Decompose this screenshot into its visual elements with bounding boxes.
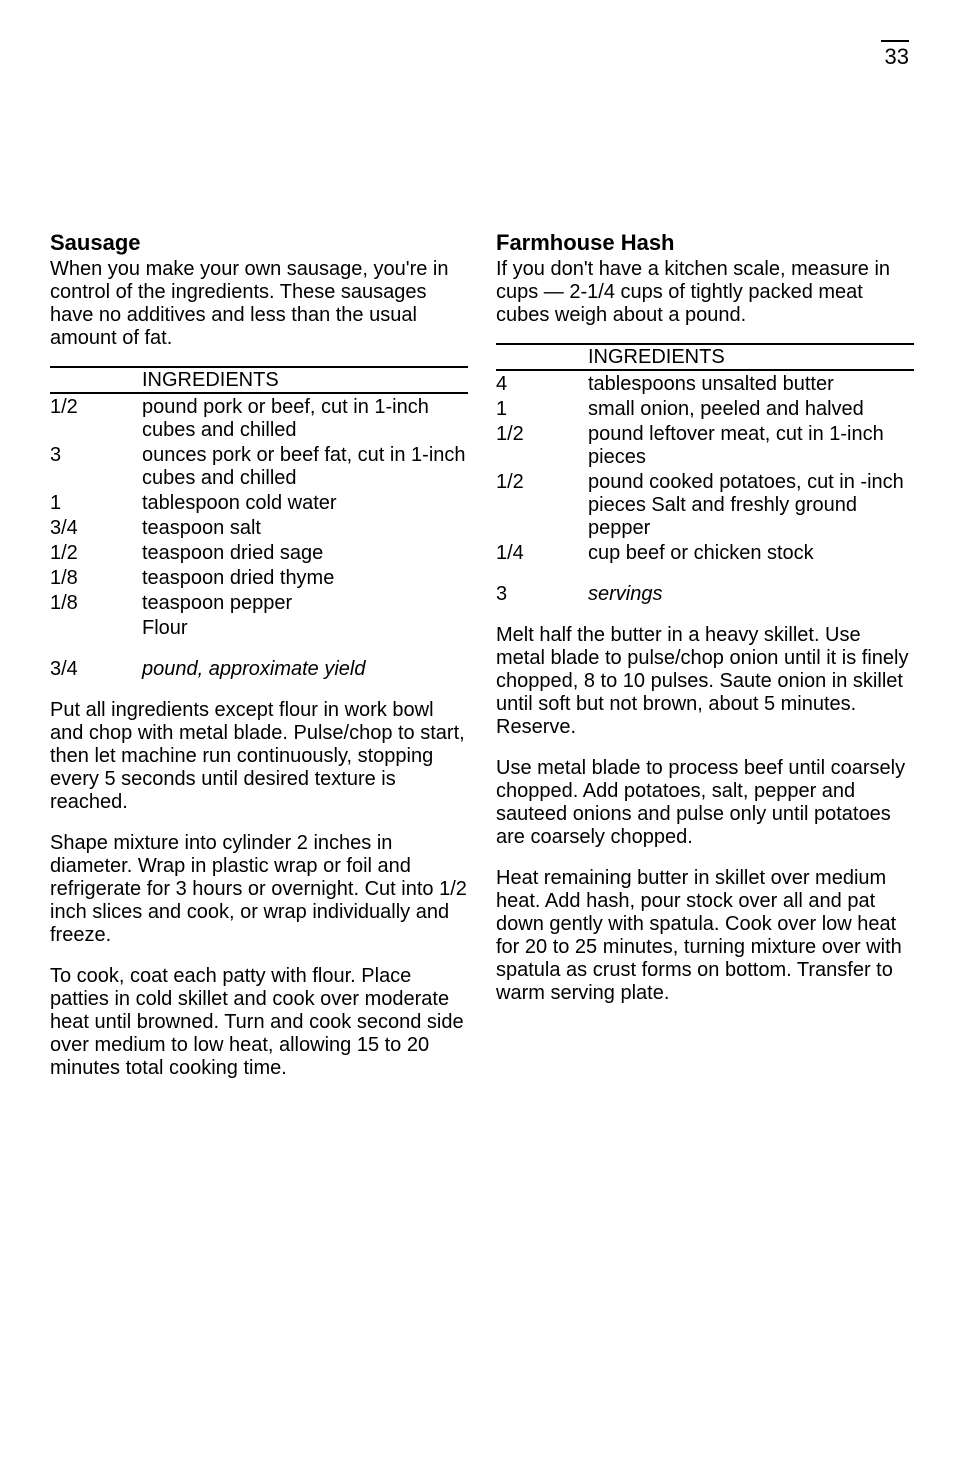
recipe-title: Sausage <box>50 230 468 256</box>
ingredient-qty: 1/2 <box>496 423 588 469</box>
ingredient-text: teaspoon dried sage <box>142 542 468 565</box>
body-paragraph: Use metal blade to process beef until co… <box>496 757 914 849</box>
body-paragraph: Melt half the butter in a heavy skillet.… <box>496 624 914 739</box>
recipe-farmhouse-hash: Farmhouse Hash If you don't have a kitch… <box>496 230 914 1098</box>
recipe-intro: If you don't have a kitchen scale, measu… <box>496 258 914 327</box>
ingredient-text: teaspoon dried thyme <box>142 567 468 590</box>
qty-header-cell <box>496 345 588 371</box>
ingredient-qty: 1/8 <box>50 592 142 615</box>
recipe-title: Farmhouse Hash <box>496 230 914 256</box>
ingredients-block: INGREDIENTS 1/2 pound pork or beef, cut … <box>50 366 468 640</box>
yield-row: 3/4 pound, approximate yield <box>50 658 468 681</box>
ingredient-qty: 1/4 <box>496 542 588 565</box>
ingredient-row: 1/8 teaspoon pepper <box>50 592 468 615</box>
ingredients-header-row: INGREDIENTS <box>50 366 468 394</box>
ingredients-header: INGREDIENTS <box>142 368 468 394</box>
content: Sausage When you make your own sausage, … <box>50 230 914 1098</box>
ingredients-header: INGREDIENTS <box>588 345 914 371</box>
ingredient-row: 1/4 cup beef or chicken stock <box>496 542 914 565</box>
recipe-sausage: Sausage When you make your own sausage, … <box>50 230 468 1098</box>
ingredient-qty: 3/4 <box>50 517 142 540</box>
ingredient-row: 1/8 teaspoon dried thyme <box>50 567 468 590</box>
ingredient-row: 1/2 pound pork or beef, cut in 1-inch cu… <box>50 396 468 442</box>
ingredient-text: pound cooked potatoes, cut in -inch piec… <box>588 471 914 540</box>
ingredients-block: INGREDIENTS 4 tablespoons unsalted butte… <box>496 343 914 565</box>
ingredients-header-row: INGREDIENTS <box>496 343 914 371</box>
ingredient-row: 1/2 pound cooked potatoes, cut in -inch … <box>496 471 914 540</box>
ingredient-qty: 1/8 <box>50 567 142 590</box>
yield-qty: 3 <box>496 583 588 606</box>
ingredient-text: Flour <box>142 617 468 640</box>
ingredient-text: teaspoon pepper <box>142 592 468 615</box>
ingredient-row: 1 tablespoon cold water <box>50 492 468 515</box>
ingredient-qty: 1 <box>50 492 142 515</box>
ingredient-row: 3 ounces pork or beef fat, cut in 1-inch… <box>50 444 468 490</box>
ingredient-text: ounces pork or beef fat, cut in 1-inch c… <box>142 444 468 490</box>
body-paragraph: Heat remaining butter in skillet over me… <box>496 867 914 1005</box>
yield-row: 3 servings <box>496 583 914 606</box>
page-number: 33 <box>881 40 909 70</box>
ingredient-row: 3/4 teaspoon salt <box>50 517 468 540</box>
recipe-intro: When you make your own sausage, you're i… <box>50 258 468 350</box>
ingredient-qty: 3 <box>50 444 142 490</box>
ingredient-text: cup beef or chicken stock <box>588 542 914 565</box>
ingredient-text: pound leftover meat, cut in 1-inch piece… <box>588 423 914 469</box>
ingredient-row: 4 tablespoons unsalted butter <box>496 373 914 396</box>
ingredient-row: 1/2 pound leftover meat, cut in 1-inch p… <box>496 423 914 469</box>
ingredient-qty: 1/2 <box>496 471 588 540</box>
ingredient-text: small onion, peeled and halved <box>588 398 914 421</box>
ingredient-qty: 1/2 <box>50 396 142 442</box>
body-paragraph: Shape mixture into cylinder 2 inches in … <box>50 832 468 947</box>
ingredient-qty <box>50 617 142 640</box>
ingredient-text: teaspoon salt <box>142 517 468 540</box>
ingredient-text: tablespoon cold water <box>142 492 468 515</box>
ingredient-text: tablespoons unsalted butter <box>588 373 914 396</box>
yield-text: pound, approximate yield <box>142 658 468 681</box>
yield-text: servings <box>588 583 914 606</box>
ingredient-row: 1/2 teaspoon dried sage <box>50 542 468 565</box>
body-paragraph: To cook, coat each patty with flour. Pla… <box>50 965 468 1080</box>
ingredient-row: Flour <box>50 617 468 640</box>
ingredient-row: 1 small onion, peeled and halved <box>496 398 914 421</box>
yield-qty: 3/4 <box>50 658 142 681</box>
ingredient-text: pound pork or beef, cut in 1-inch cubes … <box>142 396 468 442</box>
ingredient-qty: 4 <box>496 373 588 396</box>
ingredient-qty: 1/2 <box>50 542 142 565</box>
body-paragraph: Put all ingredients except flour in work… <box>50 699 468 814</box>
ingredient-qty: 1 <box>496 398 588 421</box>
qty-header-cell <box>50 368 142 394</box>
